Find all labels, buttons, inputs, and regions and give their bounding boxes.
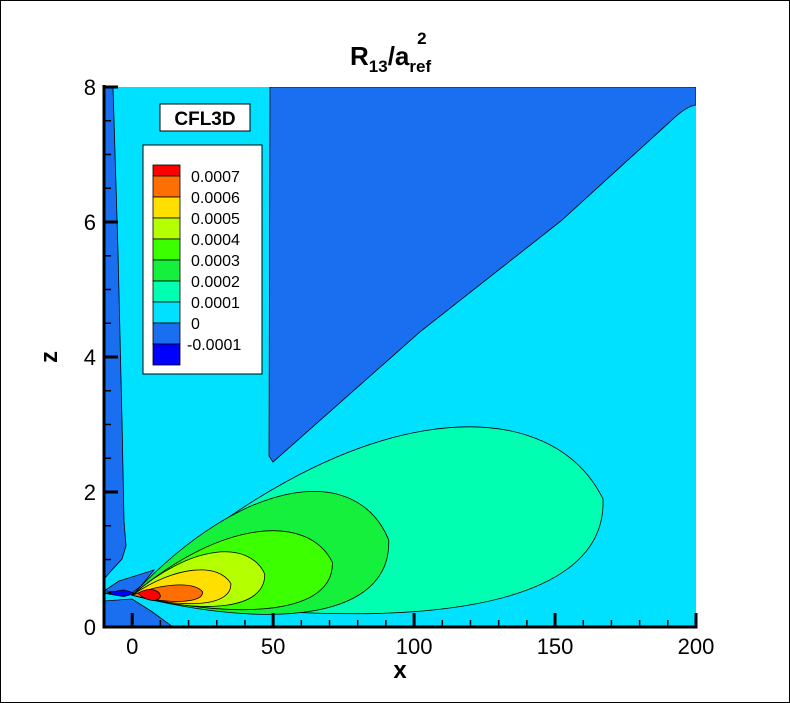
axes: 0 50 100 150 200 0 2 4 6 8 (84, 75, 715, 659)
x-tick-label: 50 (261, 634, 285, 659)
x-axis-label: x (393, 657, 407, 684)
region-level-0-upper-right (268, 87, 696, 463)
y-tick-label: 8 (84, 75, 96, 100)
annotation-cfl3d: CFL3D (174, 109, 235, 130)
legend-swatch (152, 259, 181, 282)
legend-label: 0.0003 (191, 253, 240, 270)
x-tick-label: 200 (678, 634, 715, 659)
region-above-0.0007 (137, 589, 161, 601)
legend-label: 0.0002 (191, 274, 240, 291)
legend-swatch (152, 301, 181, 324)
legend-label: 0.0004 (191, 232, 240, 249)
y-tick-label: 2 (84, 480, 96, 505)
legend-label: 0 (191, 316, 200, 333)
legend-swatch (152, 164, 181, 177)
contour-lobes (104, 426, 604, 615)
legend: 0.0007 0.0006 0.0005 0.0004 0.0003 0.0002 0.00… (142, 144, 263, 375)
legend-swatch (152, 322, 181, 345)
legend-swatch (152, 343, 181, 366)
x-tick-label: 100 (396, 634, 433, 659)
x-tick-label: 150 (537, 634, 574, 659)
legend-label: 0.0001 (191, 295, 240, 312)
y-tick-label: 4 (84, 345, 96, 370)
legend-label: 0.0006 (191, 190, 240, 207)
y-axis-label: z (36, 351, 63, 363)
region-level-0-left-strip (104, 87, 127, 580)
legend-swatch (152, 175, 181, 198)
legend-label: -0.0001 (187, 337, 241, 354)
x-tick-label: 0 (126, 634, 138, 659)
annotation-box: CFL3D (159, 103, 251, 132)
y-tick-label: 6 (84, 210, 96, 235)
legend-swatch (152, 238, 181, 261)
legend-label: 0.0007 (191, 169, 240, 186)
legend-swatch (152, 196, 181, 219)
region-level-0-bottom-left (104, 598, 174, 627)
y-tick-label: 0 (84, 615, 96, 640)
legend-swatch (152, 217, 181, 240)
legend-swatch (152, 280, 181, 303)
region-level--0.0001 (104, 589, 137, 598)
chart-title: R13/aref2 (350, 29, 431, 76)
legend-label: 0.0005 (191, 211, 240, 228)
